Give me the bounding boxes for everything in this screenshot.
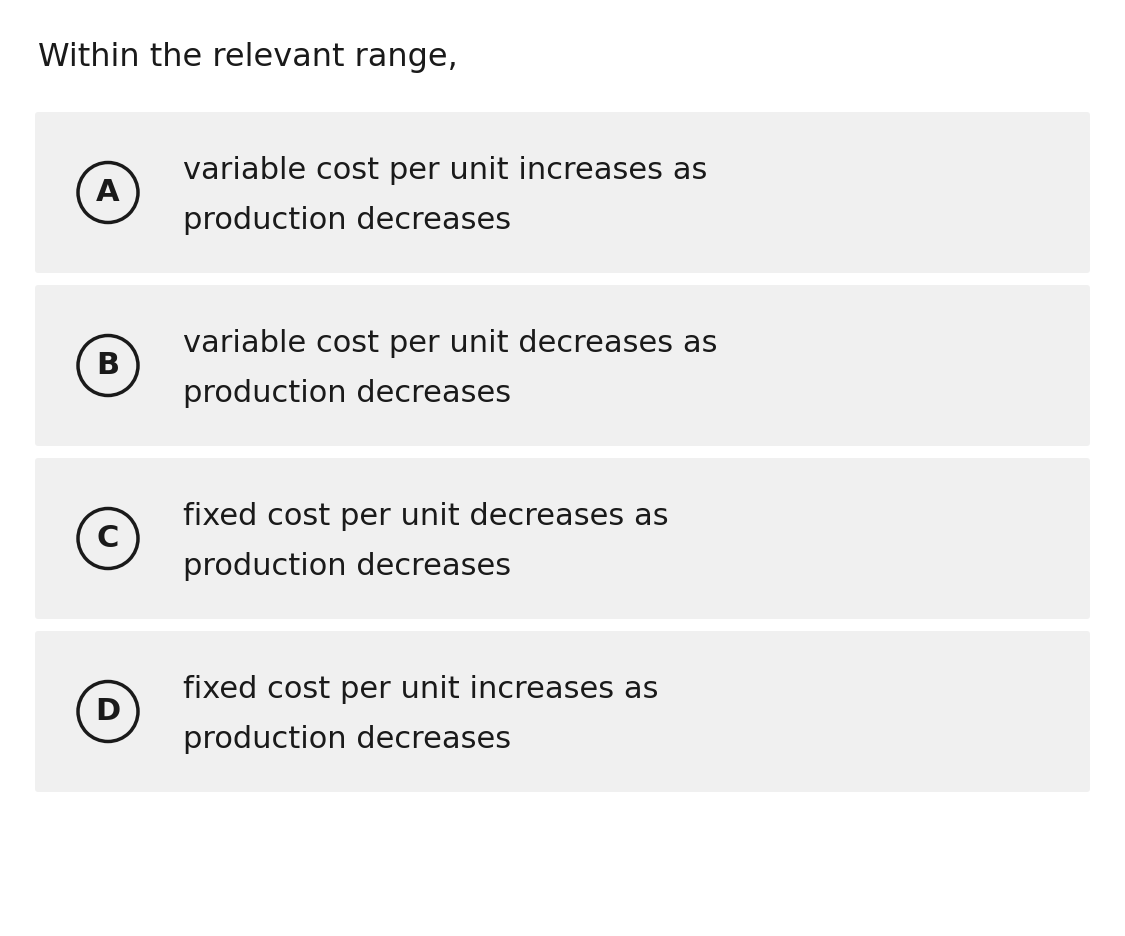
- FancyBboxPatch shape: [35, 285, 1090, 446]
- FancyBboxPatch shape: [35, 631, 1090, 792]
- Text: fixed cost per unit decreases as: fixed cost per unit decreases as: [183, 502, 668, 531]
- Text: production decreases: production decreases: [183, 206, 511, 235]
- Text: production decreases: production decreases: [183, 379, 511, 408]
- Text: fixed cost per unit increases as: fixed cost per unit increases as: [183, 675, 658, 704]
- Text: variable cost per unit decreases as: variable cost per unit decreases as: [183, 329, 718, 358]
- Circle shape: [78, 508, 138, 568]
- Circle shape: [78, 163, 138, 223]
- Text: production decreases: production decreases: [183, 552, 511, 581]
- Text: C: C: [97, 524, 119, 553]
- Text: production decreases: production decreases: [183, 725, 511, 754]
- Text: A: A: [97, 178, 120, 207]
- FancyBboxPatch shape: [35, 458, 1090, 619]
- FancyBboxPatch shape: [35, 112, 1090, 273]
- Text: D: D: [96, 697, 120, 726]
- Circle shape: [78, 335, 138, 396]
- Text: variable cost per unit increases as: variable cost per unit increases as: [183, 156, 708, 185]
- Circle shape: [78, 681, 138, 741]
- Text: Within the relevant range,: Within the relevant range,: [38, 42, 458, 73]
- Text: B: B: [97, 351, 119, 380]
